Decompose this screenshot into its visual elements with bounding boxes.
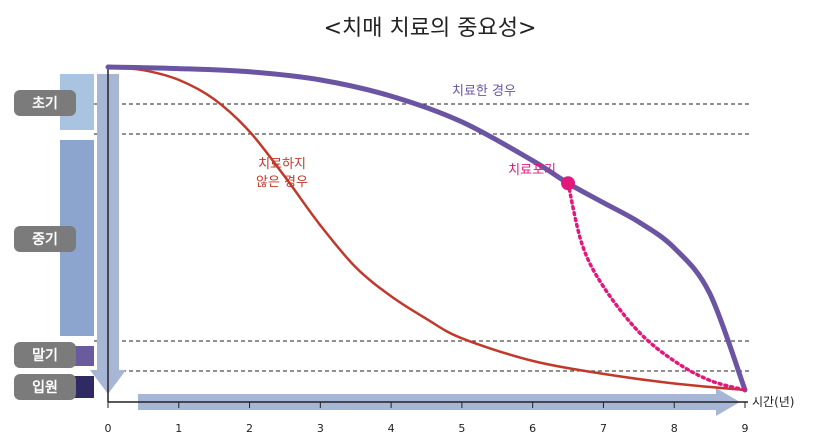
stage-label-middle-text: 중기 bbox=[32, 232, 58, 248]
x-tick-label: 3 bbox=[317, 422, 324, 435]
x-tick-label: 4 bbox=[388, 422, 395, 435]
x-tick-label: 2 bbox=[246, 422, 253, 435]
series-giveup-line bbox=[566, 181, 747, 392]
series-treated-label: 치료한 경우 bbox=[452, 84, 516, 99]
stage-label-early-bg bbox=[14, 90, 76, 116]
chart-title: <치매 치료의 중요성> bbox=[324, 16, 537, 41]
stage-label-early: 초기 bbox=[14, 90, 76, 116]
series-untreated-label-line2: 않은 경우 bbox=[256, 175, 308, 190]
stage-label-middle: 중기 bbox=[14, 226, 76, 252]
x-tick-label: 1 bbox=[175, 422, 182, 435]
x-tick-label: 9 bbox=[742, 422, 749, 435]
stage-label-late-bg bbox=[14, 342, 76, 368]
stage-label-late: 말기 bbox=[14, 342, 76, 368]
series-treated-line bbox=[105, 64, 748, 393]
x-tick-label: 7 bbox=[600, 422, 607, 435]
stage-label-late-text: 말기 bbox=[32, 348, 58, 364]
stage-label-hospital-text: 입원 bbox=[32, 380, 58, 396]
stage-label-hospital-bg bbox=[14, 374, 76, 400]
stage-label-hospital: 입원 bbox=[14, 374, 76, 400]
x-axis-label: 시간(년) bbox=[752, 395, 794, 409]
stage-label-middle-bg bbox=[14, 226, 76, 252]
series-giveup-label: 치료포기 bbox=[508, 163, 556, 178]
x-tick-label: 0 bbox=[105, 422, 112, 435]
stage-label-early-text: 초기 bbox=[32, 96, 58, 112]
x-tick-label: 5 bbox=[458, 422, 465, 435]
x-tick-label: 8 bbox=[671, 422, 678, 435]
x-axis-ticks: 0 1 2 3 4 5 6 7 8 9 bbox=[105, 402, 749, 435]
series-untreated-line bbox=[107, 65, 746, 392]
x-tick-label: 6 bbox=[529, 422, 536, 435]
series-untreated-label-line1: 치료하지 bbox=[258, 157, 306, 172]
giveup-point-marker bbox=[561, 176, 576, 191]
